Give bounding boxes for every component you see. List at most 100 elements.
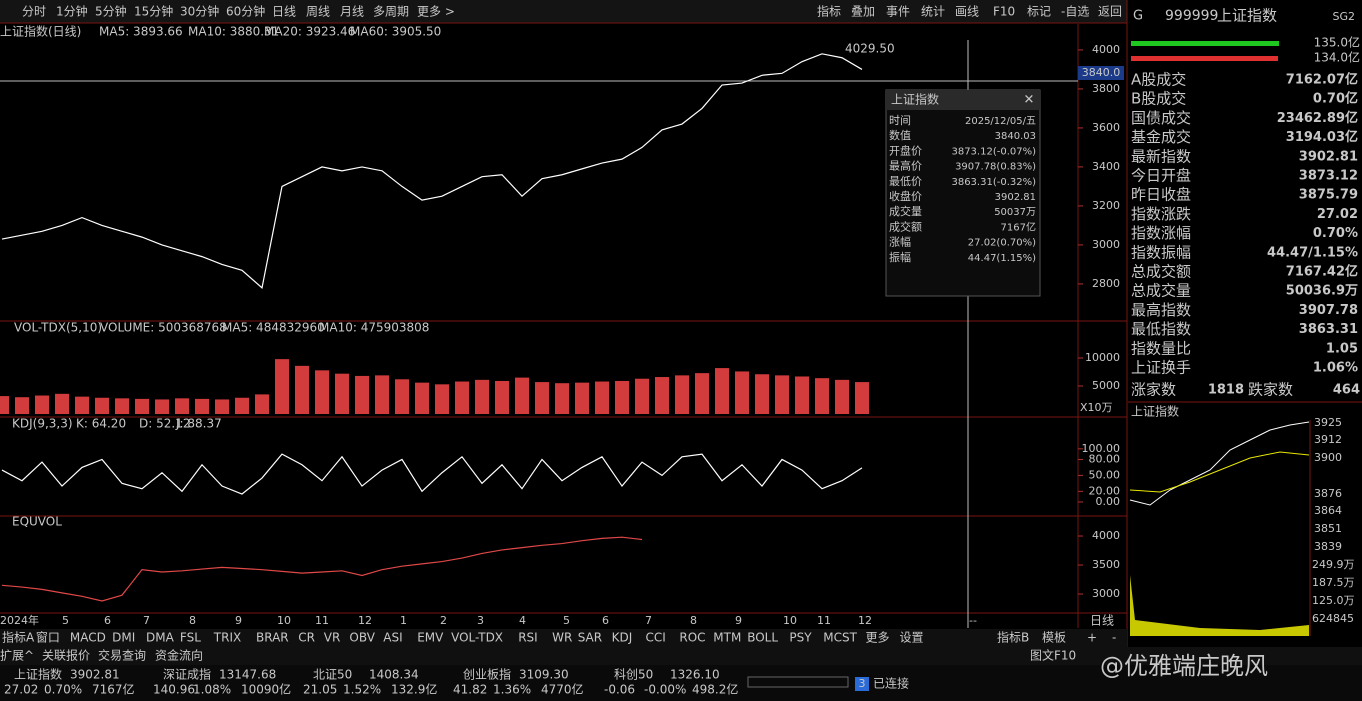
stat-value: 0.70亿 [1313,91,1358,107]
action-tab[interactable]: 统计 [921,5,945,19]
indicator-tab[interactable]: MTM [713,631,741,645]
rise-value: 1818 [1208,383,1244,398]
bottom-tab[interactable]: 扩展^ [0,649,34,663]
stat-label: 昨日收盘 [1131,186,1191,204]
quote-amount: 498.2亿 [692,682,738,697]
volume-bar [415,382,429,414]
indicator-tab[interactable]: KDJ [612,631,633,645]
quote-change: 27.02 [4,683,38,697]
indicator-tab[interactable]: 窗口 [36,631,60,645]
indicator-tab[interactable]: VR [324,631,341,645]
period-tab[interactable]: 30分钟 [180,4,219,19]
stat-label: 上证换手 [1131,359,1191,377]
period-tab[interactable]: 月线 [340,5,364,19]
mini-tick: 3839 [1314,540,1342,553]
action-tab[interactable]: -自选 [1061,5,1089,19]
action-tab[interactable]: 叠加 [851,5,875,19]
indicator-tab[interactable]: RSI [518,631,538,645]
action-tab[interactable]: 指标 [817,4,841,19]
tooltip-close[interactable]: ✕ [1024,93,1035,108]
x-tick-label: 8 [690,614,697,627]
volume-bar [855,382,869,414]
volume-bar [515,377,529,414]
indicator-tab[interactable]: SAR [578,631,602,645]
tabs-bg [0,629,1127,647]
mini-price [1129,421,1310,506]
x-tick-label: 9 [735,614,742,627]
period-tab[interactable]: 1分钟 [56,4,88,19]
indicator-tab[interactable]: 更多 [866,631,890,645]
period-tab[interactable]: 多周期 [373,5,409,19]
indicator-right[interactable]: + [1087,631,1097,645]
indicator-right[interactable]: - [1112,631,1116,645]
volume-bar [355,375,369,414]
bottom-tab[interactable]: 交易查询 [98,648,146,663]
indicator-tab[interactable]: MACD [70,631,106,645]
quote-change: -0.06 [604,683,635,697]
indicator-tab[interactable]: CR [298,631,315,645]
volume-bar [215,399,229,414]
volume-bar [655,377,669,414]
indicator-tab[interactable]: ASI [383,631,402,645]
indicator-tab[interactable]: OBV [349,631,375,645]
indicator-tab[interactable]: DMI [112,631,135,645]
period-tab[interactable]: 60分钟 [226,4,265,19]
tooltip-value: 3907.78(0.83%) [955,162,1036,173]
indicator-tab[interactable]: PSY [789,631,812,645]
volume-bar [695,373,709,414]
indicator-tab[interactable]: FSL [180,631,201,645]
bottom-tab[interactable]: 资金流向 [155,648,203,663]
action-tab[interactable]: 标记 [1027,5,1051,19]
quote-pct: 1.08% [193,683,231,697]
period-tab[interactable]: 周线 [306,5,330,19]
stat-value: 3194.03亿 [1286,129,1358,145]
action-tab[interactable]: 事件 [886,5,910,19]
action-tab[interactable]: 返回 [1098,5,1122,19]
mini-title: 上证指数 [1131,404,1179,419]
indicator-tab[interactable]: CCI [646,631,666,645]
mini-tick: 3864 [1314,504,1342,517]
indicator-tab[interactable]: VOL-TDX [451,631,503,645]
volume-bar [115,398,129,414]
volume-bar [475,379,489,414]
period-tab[interactable]: 更多 > [417,5,455,19]
stat-value: 7162.07亿 [1286,72,1358,88]
indicator-tab[interactable]: ROC [679,631,705,645]
indicator-tab[interactable]: EMV [417,631,444,645]
indicator-tab[interactable]: 指标A [2,630,35,645]
volume-header: VOL-TDX(5,10) [14,321,102,335]
mini-vol-tick: 125.0万 [1312,594,1355,607]
y-tick-label: 2800 [1092,277,1120,290]
mini-vol-tick: 249.9万 [1312,558,1355,571]
indicator-tab[interactable]: BRAR [256,631,289,645]
x-tick-label: 5 [62,614,69,627]
period-tab[interactable]: 日线 [272,5,296,19]
indicator-tab[interactable]: WR [552,631,572,645]
indicator-tab[interactable]: 设置 [900,631,924,645]
indicator-tab[interactable]: TRIX [213,631,241,645]
indicator-tab[interactable]: BOLL [747,631,778,645]
tooltip-key: 涨幅 [889,236,911,249]
action-tab[interactable]: 画线 [955,5,979,19]
ma-label: MA10: 3880.31 [188,25,279,39]
y-tick-label: 3600 [1092,121,1120,134]
x-tick-label: 7 [645,614,652,627]
bottom-tab[interactable]: 关联报价 [42,648,90,663]
indicator-tab[interactable]: DMA [146,631,175,645]
indicator-right[interactable]: 模板 [1042,631,1066,645]
x-tick-label: 6 [104,614,111,627]
volume-bar [75,396,89,414]
stat-value: 44.47/1.15% [1267,245,1358,260]
unit-label: X10万 [1080,401,1113,414]
indicator-right[interactable]: 指标B [997,630,1029,645]
tooltip-value: 50037万 [994,207,1036,218]
volume-bar [95,397,109,414]
indicator-tab[interactable]: MCST [823,631,857,645]
period-tab[interactable]: 5分钟 [95,4,127,19]
action-tab[interactable]: F10 [993,5,1015,19]
period-tab[interactable]: 15分钟 [134,4,173,19]
period-tab[interactable]: 分时 [22,5,46,19]
logo: G [1133,9,1143,24]
x-tick-label: 2024年 [0,613,39,627]
